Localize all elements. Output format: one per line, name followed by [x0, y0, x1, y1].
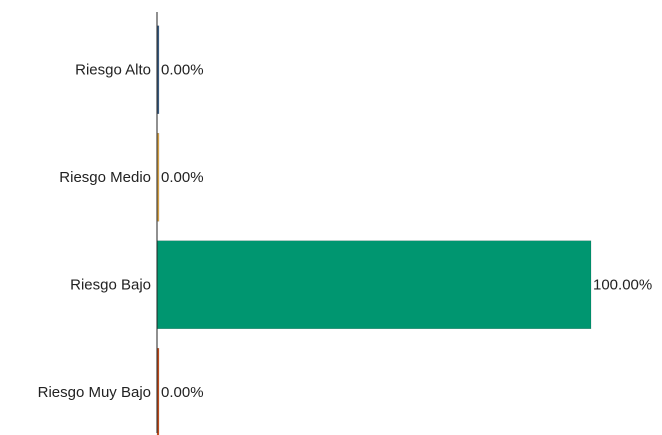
- category-label: Riesgo Muy Bajo: [38, 384, 151, 401]
- value-label: 100.00%: [593, 276, 652, 293]
- category-label: Riesgo Bajo: [70, 276, 151, 293]
- value-label: 0.00%: [161, 61, 204, 78]
- labels-group: Riesgo Alto 0.00% Riesgo Medio 0.00% Riesgo …: [38, 61, 653, 401]
- value-label: 0.00%: [161, 169, 204, 186]
- bars-group: [156, 25, 592, 435]
- category-label: Riesgo Medio: [59, 169, 151, 186]
- value-label: 0.00%: [161, 384, 204, 401]
- bar-riesgo-bajo: [156, 240, 592, 329]
- category-label: Riesgo Alto: [75, 61, 151, 78]
